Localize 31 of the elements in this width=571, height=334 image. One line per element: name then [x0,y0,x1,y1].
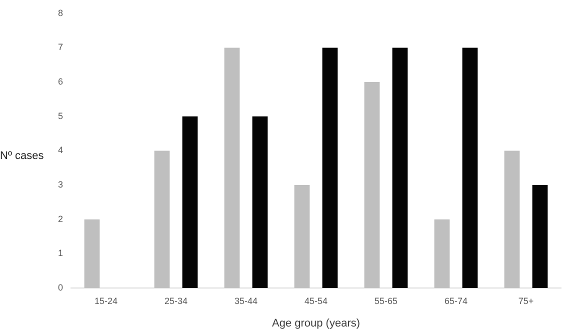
bar [294,185,310,288]
bar [532,185,548,288]
x-tick-label: 55-65 [374,296,398,306]
bar [504,150,520,288]
bar [434,219,450,288]
bar [154,150,170,288]
y-tick-label: 3 [58,180,64,190]
y-tick-label: 7 [58,42,64,52]
bar [322,48,338,288]
y-tick-label: 1 [58,248,64,258]
y-tick-label: 4 [58,145,64,156]
y-tick-label: 2 [58,214,64,224]
x-axis-title: Age group (years) [272,317,360,330]
y-tick-label: 6 [58,76,64,87]
x-tick-label: 75+ [518,296,534,306]
bar [182,116,198,288]
y-tick-label: 5 [58,110,64,121]
y-tick-label: 8 [58,8,64,18]
x-tick-label: 35-44 [234,296,258,306]
y-axis-title: Nº cases [0,150,45,162]
x-tick-label: 25-34 [164,296,188,306]
bar [252,116,268,288]
bar [392,48,408,288]
x-tick-label: 65-74 [444,296,468,306]
bar [84,219,100,288]
bar [364,82,380,288]
bar [224,48,240,288]
bar [462,48,478,288]
x-tick-label: 15-24 [94,296,118,306]
y-tick-label: 0 [58,282,64,292]
x-tick-label: 45-54 [304,296,328,306]
